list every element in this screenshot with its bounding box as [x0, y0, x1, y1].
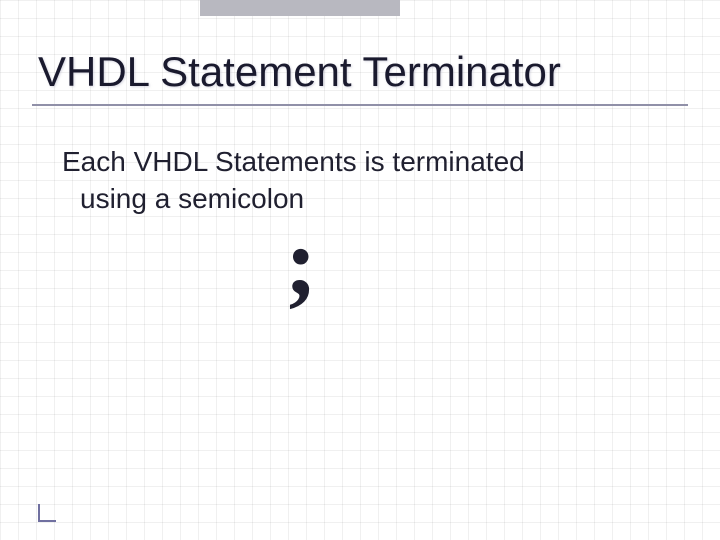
slide-body: Each VHDL Statements is terminated using… — [62, 144, 622, 218]
header-accent-bar — [200, 0, 400, 16]
corner-mark-icon — [38, 504, 56, 522]
body-line-2: using a semicolon — [80, 181, 622, 218]
semicolon-glyph: ; — [285, 214, 317, 310]
slide-title: VHDL Statement Terminator — [38, 48, 561, 96]
title-underline — [32, 104, 688, 106]
body-line-1: Each VHDL Statements is terminated — [62, 146, 525, 177]
